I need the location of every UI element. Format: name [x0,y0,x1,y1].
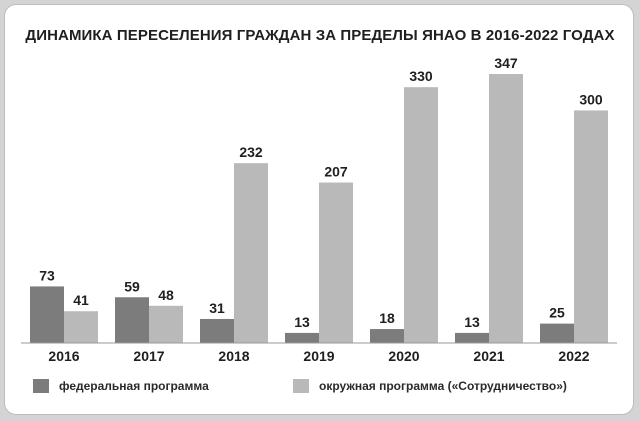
category-label-2018: 2018 [218,348,249,364]
value-label-2017-federal: 59 [124,278,140,294]
value-label-2019-federal: 13 [294,314,310,330]
category-label-2017: 2017 [133,348,164,364]
category-label-2022: 2022 [558,348,589,364]
category-labels-group: 2016 2017 2018 2019 2020 2021 2022 [48,348,589,364]
bar-2019-federal [285,332,319,343]
bar-2022-federal [540,323,574,343]
chart-frame: ДИНАМИКА ПЕРЕСЕЛЕНИЯ ГРАЖДАН ЗА ПРЕДЕЛЫ … [4,4,634,415]
value-label-2020-federal: 18 [379,310,395,326]
value-label-2022-federal: 25 [549,305,565,321]
category-label-2019: 2019 [303,348,334,364]
value-label-2016-regional: 41 [73,292,89,308]
value-label-2021-regional: 347 [494,55,518,71]
chart-title: ДИНАМИКА ПЕРЕСЕЛЕНИЯ ГРАЖДАН ЗА ПРЕДЕЛЫ … [25,27,615,44]
value-label-2018-regional: 232 [239,144,263,160]
bar-2021-federal [455,332,489,343]
value-label-2022-regional: 300 [579,91,603,107]
bar-2020-federal [370,329,404,343]
bar-2018-regional [234,163,268,343]
value-label-2021-federal: 13 [464,314,480,330]
bars-group [30,74,608,344]
bar-2017-regional [149,305,183,343]
bar-2020-regional [404,87,438,343]
bar-2021-regional [489,74,523,343]
legend-item-federal: федеральная программа [33,377,209,395]
legend-item-regional: окружная программа («Сотрудничество») [293,377,567,395]
bar-2016-federal [30,286,64,343]
legend-swatch-federal [33,379,49,393]
legend-label-regional: окружная программа («Сотрудничество») [319,379,567,393]
value-label-2019-regional: 207 [324,164,348,180]
category-label-2016: 2016 [48,348,79,364]
bar-2018-federal [200,318,234,343]
legend-swatch-regional [293,379,309,393]
category-label-2021: 2021 [473,348,504,364]
value-label-2017-regional: 48 [158,287,174,303]
value-label-2020-regional: 330 [409,68,433,84]
bar-2019-regional [319,182,353,343]
value-label-2016-federal: 73 [39,267,55,283]
bar-2016-regional [64,311,98,343]
bar-2022-regional [574,110,608,344]
bar-2017-federal [115,297,149,343]
value-label-2018-federal: 31 [209,300,225,316]
category-label-2020: 2020 [388,348,419,364]
legend-label-federal: федеральная программа [59,379,209,393]
value-labels-group: 73 41 59 48 31 232 13 207 18 330 13 347 25 300 [39,55,603,330]
